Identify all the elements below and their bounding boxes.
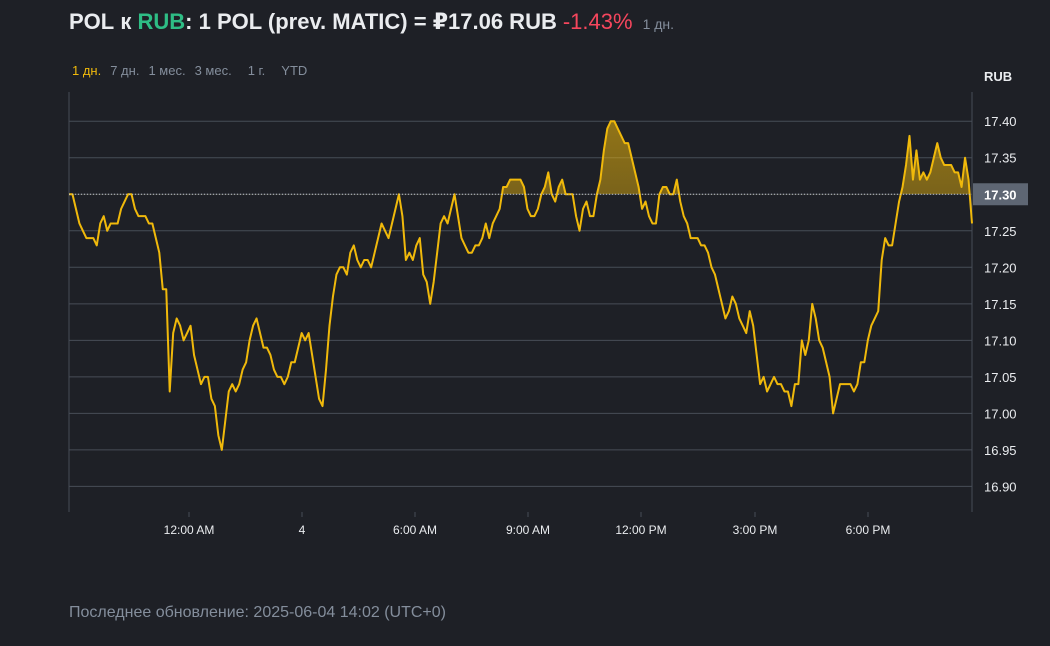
y-tick-label: 17.25 <box>984 224 1017 239</box>
grid-lines <box>68 92 973 512</box>
y-tick-label: 17.15 <box>984 297 1017 312</box>
x-tick-label: 4 <box>299 523 306 537</box>
reference-badge <box>973 183 1028 206</box>
x-tick-label: 6:00 PM <box>846 523 891 537</box>
price-line <box>69 120 973 451</box>
series-line-layer <box>68 120 973 451</box>
change-period: 1 дн. <box>642 16 675 32</box>
reference-badge-label: 17.30 <box>984 187 1017 202</box>
tab-7d[interactable]: 7 дн. <box>110 63 140 78</box>
tab-1y[interactable]: 1 г. <box>247 63 266 78</box>
reference-line: 17.30 <box>69 183 1028 206</box>
y-tick-label: 17.10 <box>984 333 1017 348</box>
tab-1m[interactable]: 1 мес. <box>148 63 186 78</box>
y-tick-label: 17.00 <box>984 406 1017 421</box>
tab-1d[interactable]: 1 дн. <box>72 63 102 78</box>
title-connector: к <box>120 9 132 34</box>
x-axis: 12:00 AM 4 6:00 AM 9:00 AM 12:00 PM 3:00 PM 6:… <box>164 512 891 537</box>
rate-text: : 1 POL (prev. MATIC) = ₽17.06 RUB <box>185 9 557 34</box>
y-tick-label: 16.95 <box>984 443 1017 458</box>
x-tick-label: 6:00 AM <box>393 523 437 537</box>
last-updated: Последнее обновление: 2025-06-04 14:02 (… <box>69 604 446 621</box>
y-tick-label: 17.40 <box>984 114 1017 129</box>
x-tick-label: 9:00 AM <box>506 523 550 537</box>
y-tick-label: 17.20 <box>984 260 1017 275</box>
y-axis: 17.40 17.35 17.25 17.20 17.15 17.10 17.05 17.00… <box>984 114 1017 494</box>
tab-3m[interactable]: 3 мес. <box>194 63 232 78</box>
y-axis-currency-label: RUB <box>984 69 1013 84</box>
y-tick-label: 16.90 <box>984 479 1017 494</box>
quote-symbol: RUB <box>137 9 186 34</box>
base-symbol: POL <box>69 9 115 34</box>
price-change: -1.43% <box>562 9 633 34</box>
period-tabs: 1 дн. 7 дн. 1 мес. 3 мес. 1 г. YTD <box>72 63 316 78</box>
y-tick-label: 17.35 <box>984 151 1017 166</box>
page-title: POL к RUB: 1 POL (prev. MATIC) = ₽17.06 … <box>69 9 674 35</box>
x-tick-label: 3:00 PM <box>733 523 778 537</box>
x-tick-label: 12:00 PM <box>615 523 666 537</box>
x-tick-label: 12:00 AM <box>164 523 215 537</box>
y-tick-label: 17.05 <box>984 370 1017 385</box>
tab-ytd[interactable]: YTD <box>281 63 308 78</box>
